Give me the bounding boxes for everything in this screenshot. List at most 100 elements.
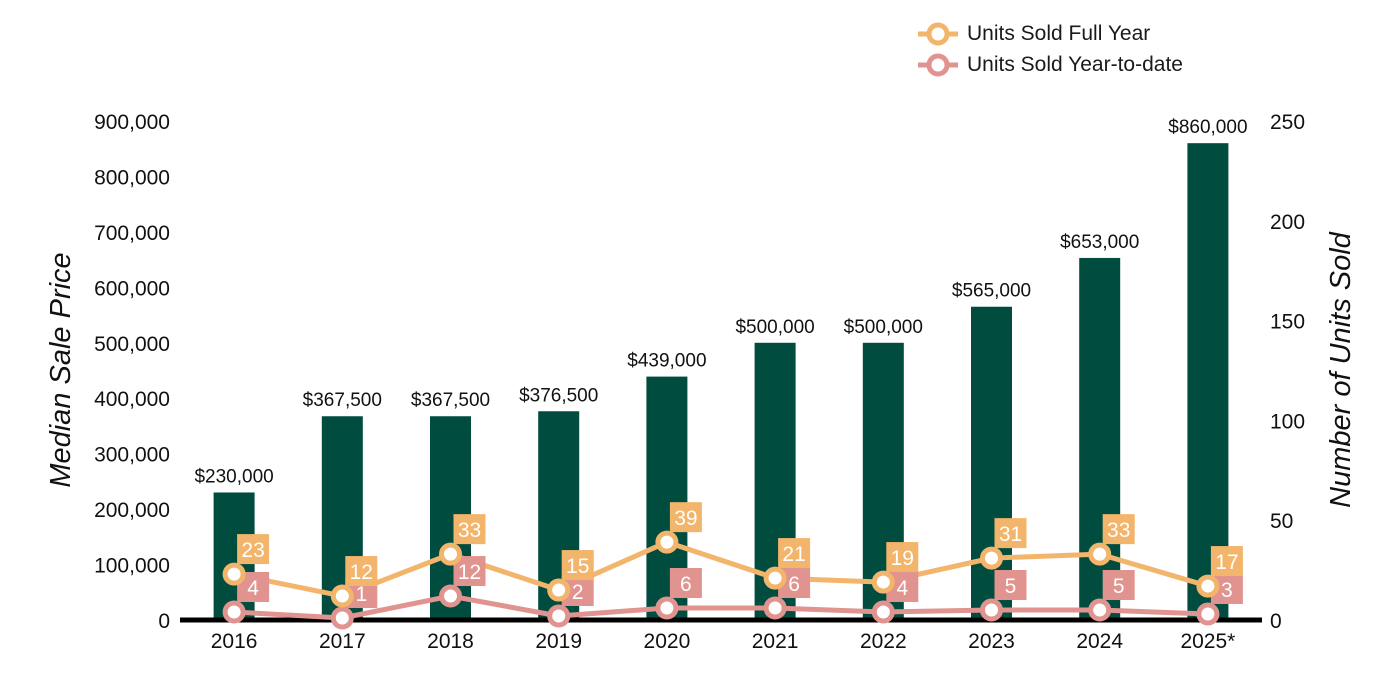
x-tick-label-2017: 2017 bbox=[319, 630, 366, 653]
legend-label-full-year: Units Sold Full Year bbox=[967, 21, 1151, 45]
point-label-bg-full-year-2022 bbox=[886, 542, 919, 573]
line-ytd bbox=[233, 593, 1208, 621]
y-left-tick-label: 0 bbox=[158, 610, 170, 633]
y-axis-right-title: Number of Units Sold bbox=[1325, 231, 1357, 507]
point-label-ytd-2016: 4 bbox=[247, 577, 259, 600]
y-left-tick-label: 400,000 bbox=[94, 388, 170, 411]
point-label-bg-full-year-2018 bbox=[453, 514, 486, 545]
y-right-tick-label: 0 bbox=[1270, 610, 1282, 633]
point-ytd-2021 bbox=[763, 596, 787, 620]
y-axis-left-title: Median Sale Price bbox=[45, 252, 77, 487]
line-full-year bbox=[233, 539, 1209, 599]
point-ytd-2019 bbox=[547, 604, 571, 628]
y-right-tick-label: 50 bbox=[1270, 510, 1293, 533]
point-full-year-2024 bbox=[1088, 542, 1112, 566]
point-full-year-2017 bbox=[330, 584, 354, 608]
point-ytd-2020 bbox=[655, 596, 679, 620]
point-label-full-year-2022: 19 bbox=[891, 547, 914, 570]
y-left-tick-label: 200,000 bbox=[94, 499, 170, 522]
point-label-bg-full-year-2025 bbox=[1210, 546, 1243, 577]
y-left-tick-label: 600,000 bbox=[94, 277, 170, 300]
legend-swatch-ytd bbox=[918, 53, 958, 76]
point-label-ytd-2021: 6 bbox=[788, 573, 800, 596]
x-tick-label-2018: 2018 bbox=[427, 630, 474, 653]
point-label-full-year-2017: 12 bbox=[350, 561, 373, 584]
point-ytd-2024 bbox=[1088, 598, 1112, 622]
x-tick-label-2022: 2022 bbox=[860, 630, 907, 653]
point-ytd-2025 bbox=[1196, 602, 1220, 626]
point-label-full-year-2021: 21 bbox=[782, 543, 805, 566]
point-label-bg-ytd-2023 bbox=[994, 570, 1027, 601]
legend-item-ytd: Units Sold Year-to-date bbox=[918, 49, 1183, 80]
bar-label-2016: $230,000 bbox=[194, 466, 273, 487]
point-ytd-2017 bbox=[330, 606, 354, 630]
point-label-bg-full-year-2017 bbox=[345, 556, 378, 587]
x-tick-label-2016: 2016 bbox=[211, 630, 258, 653]
point-label-ytd-2023: 5 bbox=[1005, 575, 1017, 598]
bar-label-2024: $653,000 bbox=[1060, 232, 1139, 253]
y-left-tick-label: 300,000 bbox=[94, 444, 170, 467]
point-label-full-year-2019: 15 bbox=[566, 555, 589, 578]
point-full-year-2021 bbox=[763, 566, 787, 590]
bar-label-2021: $500,000 bbox=[735, 317, 814, 338]
axes-group: 2016 2017 2018 2019 2020 2021 2022 2 0 23 2024 2025… bbox=[94, 111, 1305, 653]
bar-label-2020: $439,000 bbox=[627, 351, 706, 372]
y-left-tick-label: 800,000 bbox=[94, 166, 170, 189]
bars-group: $230,000 $367,500 $367,500 $376,500 $439,000… bbox=[194, 117, 1248, 620]
legend-item-full-year: Units Sold Full Year bbox=[918, 18, 1183, 49]
bar-label-2018: $367,500 bbox=[411, 390, 490, 411]
y-left-tick-label: 100,000 bbox=[94, 555, 170, 578]
point-label-ytd-2017: 1 bbox=[355, 583, 367, 606]
point-ytd-2016 bbox=[222, 600, 246, 624]
point-full-year-2023 bbox=[980, 546, 1003, 570]
point-label-bg-full-year-2021 bbox=[778, 538, 811, 569]
bar-label-2023: $565,000 bbox=[952, 281, 1031, 302]
legend-swatch-full-year bbox=[918, 22, 958, 45]
point-full-year-2025 bbox=[1196, 574, 1220, 598]
point-label-ytd-2024: 5 bbox=[1113, 575, 1125, 598]
x-tick-label-2024: 2024 bbox=[1076, 630, 1123, 653]
x-tick-label-2020: 2020 bbox=[644, 630, 691, 653]
point-full-year-2022 bbox=[871, 570, 895, 594]
point-label-full-year-2018: 33 bbox=[458, 519, 481, 542]
point-label-bg-full-year-2019 bbox=[561, 550, 594, 581]
y-right-tick-label: 100 bbox=[1270, 410, 1305, 433]
x-tick-label-2021: 2021 bbox=[752, 630, 799, 653]
point-label-bg-full-year-2016 bbox=[237, 534, 270, 565]
point-full-year-2020 bbox=[655, 530, 679, 554]
point-label-ytd-2019: 2 bbox=[572, 581, 584, 604]
point-label-full-year-2016: 23 bbox=[241, 539, 264, 562]
point-label-full-year-2023: 31 bbox=[999, 523, 1022, 546]
point-ytd-2023 bbox=[980, 598, 1003, 622]
point-ytd-2018 bbox=[439, 584, 462, 608]
y-left-tick-label: 700,000 bbox=[94, 222, 170, 245]
point-label-full-year-2020: 39 bbox=[674, 507, 697, 530]
y-right-tick-label: 150 bbox=[1270, 311, 1305, 334]
point-full-year-2018 bbox=[439, 542, 462, 566]
x-tick-label-2025: 2025* bbox=[1180, 630, 1235, 653]
point-full-year-2019 bbox=[547, 578, 571, 602]
point-label-bg-full-year-2023 bbox=[994, 518, 1027, 549]
bar-label-2025: $860,000 bbox=[1168, 117, 1247, 138]
point-label-ytd-2025: 3 bbox=[1221, 579, 1233, 602]
y-left-tick-label: 900,000 bbox=[94, 111, 170, 134]
point-label-ytd-2020: 6 bbox=[680, 573, 692, 596]
point-label-ytd-2022: 4 bbox=[896, 577, 908, 600]
point-label-ytd-2018: 12 bbox=[458, 561, 481, 584]
legend-label-ytd: Units Sold Year-to-date bbox=[967, 52, 1183, 76]
y-right-tick-label: 250 bbox=[1270, 111, 1305, 134]
point-label-bg-ytd-2020 bbox=[669, 568, 702, 599]
point-label-bg-full-year-2020 bbox=[669, 502, 702, 533]
point-ytd-2022 bbox=[871, 600, 895, 624]
point-label-full-year-2025: 17 bbox=[1215, 551, 1238, 574]
y-right-tick-label: 200 bbox=[1270, 211, 1305, 234]
bar-label-2019: $376,500 bbox=[519, 385, 598, 406]
x-tick-label-2019: 2019 bbox=[535, 630, 582, 653]
point-label-full-year-2024: 33 bbox=[1107, 519, 1130, 542]
point-full-year-2016 bbox=[222, 562, 246, 586]
bar-2024 bbox=[1079, 257, 1121, 620]
point-label-bg-ytd-2024 bbox=[1102, 570, 1135, 601]
point-label-bg-full-year-2024 bbox=[1102, 514, 1135, 545]
